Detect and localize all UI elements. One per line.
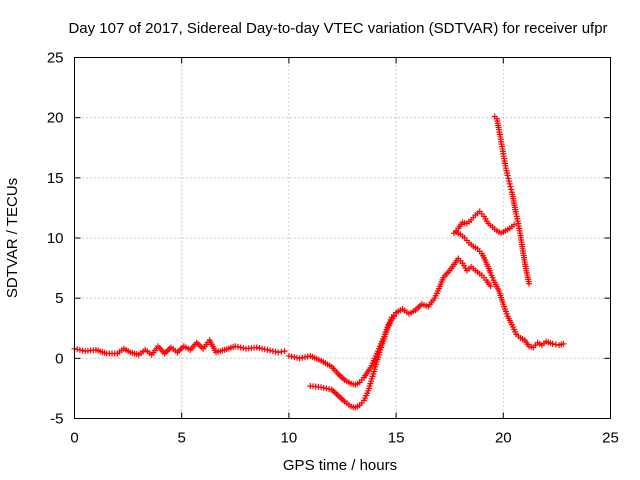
data-point bbox=[318, 384, 325, 391]
data-point-fill bbox=[267, 347, 274, 354]
y-tick-label: 15 bbox=[47, 170, 64, 187]
data-point-fill bbox=[272, 348, 279, 355]
chart-title: Day 107 of 2017, Sidereal Day-to-day VTE… bbox=[68, 20, 607, 37]
data-marks bbox=[71, 113, 567, 411]
data-point-fill bbox=[326, 386, 333, 393]
data-point-fill bbox=[320, 384, 327, 391]
data-point-fill bbox=[552, 341, 559, 348]
data-point-fill bbox=[256, 345, 263, 352]
data-point-fill bbox=[288, 353, 295, 360]
data-point bbox=[281, 348, 288, 355]
data-point-fill bbox=[76, 346, 83, 353]
data-point bbox=[549, 340, 556, 347]
y-tick-label: -5 bbox=[50, 411, 63, 428]
x-tick-label: 20 bbox=[495, 430, 512, 447]
data-point-fill bbox=[293, 354, 300, 361]
data-point bbox=[275, 349, 282, 356]
x-tick-label: 10 bbox=[281, 430, 298, 447]
data-point bbox=[560, 340, 567, 347]
data-point-fill bbox=[291, 354, 298, 361]
x-tick-label: 5 bbox=[178, 430, 186, 447]
data-point-fill bbox=[278, 348, 285, 355]
data-point-fill bbox=[507, 183, 514, 190]
data-point bbox=[506, 180, 513, 187]
data-point-fill bbox=[259, 345, 266, 352]
data-point bbox=[504, 172, 511, 179]
data-point-fill bbox=[506, 178, 513, 185]
data-point bbox=[526, 280, 533, 287]
data-point-fill bbox=[74, 346, 81, 353]
y-tick-label: 20 bbox=[47, 110, 64, 127]
y-tick-labels: -5 0 5 10 15 20 25 bbox=[47, 50, 64, 428]
plot-frame bbox=[74, 57, 611, 419]
data-point bbox=[296, 355, 303, 362]
data-point-fill bbox=[79, 347, 86, 354]
grid bbox=[74, 57, 611, 419]
data-point-fill bbox=[240, 345, 247, 352]
y-tick-label: 5 bbox=[55, 290, 63, 307]
x-tick-label: 25 bbox=[602, 430, 619, 447]
y-tick-label: 10 bbox=[47, 230, 64, 247]
data-point-fill bbox=[505, 175, 512, 182]
y-tick-label: 25 bbox=[47, 50, 64, 67]
y-tick-label: 0 bbox=[55, 350, 63, 367]
data-point-fill bbox=[299, 354, 306, 361]
data-point-fill bbox=[237, 344, 244, 351]
data-point bbox=[511, 221, 518, 228]
data-point bbox=[264, 346, 271, 353]
data-point-fill bbox=[301, 354, 308, 361]
data-point bbox=[285, 352, 292, 359]
data-point bbox=[487, 283, 494, 290]
data-point-fill bbox=[234, 343, 241, 350]
x-axis-label: GPS time / hours bbox=[283, 457, 397, 474]
y-axis-label: SDTVAR / TECUs bbox=[4, 178, 21, 298]
data-point bbox=[253, 344, 260, 351]
data-point-fill bbox=[323, 385, 330, 392]
data-point-fill bbox=[261, 346, 268, 353]
data-point bbox=[390, 313, 397, 320]
x-tick-label: 15 bbox=[388, 430, 405, 447]
x-tick-label: 0 bbox=[70, 430, 78, 447]
data-point-fill bbox=[508, 186, 515, 193]
x-tick-labels: 0 5 10 15 20 25 bbox=[70, 430, 619, 447]
data-point bbox=[232, 343, 239, 350]
data-point-fill bbox=[269, 348, 276, 355]
